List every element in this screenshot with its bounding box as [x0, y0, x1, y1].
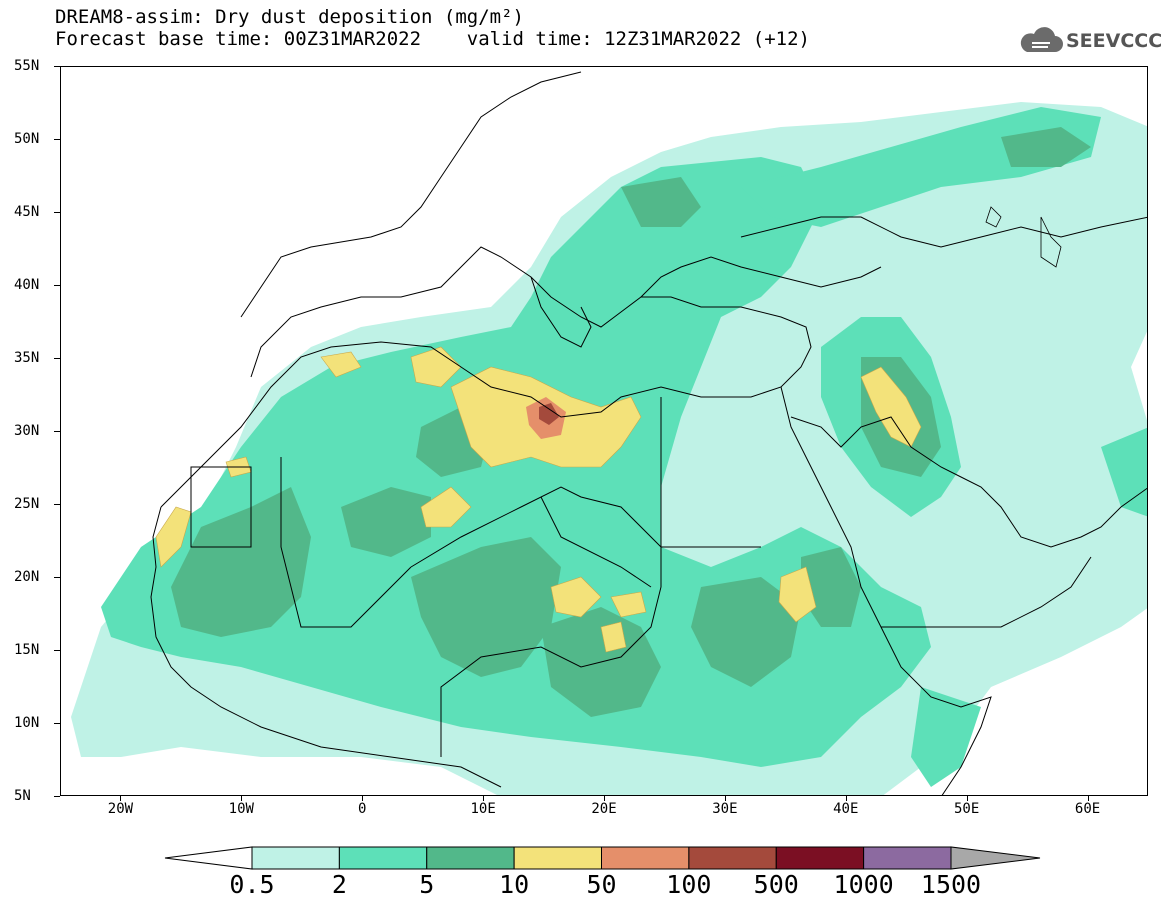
- lat-tick: [54, 66, 60, 67]
- colorbar-level-label: 2: [331, 870, 347, 899]
- colorbar-swatch: [863, 846, 952, 870]
- lat-label: 45N: [14, 204, 40, 220]
- lon-tick: [724, 796, 726, 801]
- chart-title: DREAM8-assim: Dry dust deposition (mg/m²…: [55, 6, 524, 28]
- colorbar-level-label: 1000: [833, 870, 894, 899]
- colorbar-over-triangle: [950, 846, 1041, 870]
- colorbar-level-label: 1500: [920, 870, 982, 899]
- colorbar-level-label: 10: [499, 870, 530, 899]
- lat-tick: [54, 650, 60, 651]
- colorbar-under-triangle: [164, 846, 253, 870]
- lon-label: 50E: [954, 801, 980, 817]
- lon-label: 20W: [107, 801, 134, 817]
- lat-label: 20N: [14, 569, 40, 585]
- lat-label: 5N: [14, 788, 31, 804]
- colorbar-swatch: [338, 846, 428, 870]
- seevccc-logo: SEEVCCC: [1018, 26, 1162, 56]
- lon-tick: [483, 796, 485, 801]
- lon-label: 60E: [1074, 801, 1101, 817]
- lat-label: 55N: [14, 58, 40, 74]
- lon-tick: [120, 796, 122, 801]
- colorbar-swatch: [426, 846, 515, 870]
- lat-label: 40N: [14, 277, 40, 293]
- lat-label: 50N: [14, 131, 40, 147]
- colorbar-level-label: 0.5: [229, 870, 275, 899]
- logo-text: SEEVCCC: [1066, 30, 1163, 52]
- lake-outlines: [985, 206, 1062, 268]
- lat-tick: [54, 212, 60, 213]
- lon-label: 20E: [591, 801, 617, 817]
- colorbar-level-label: 100: [666, 870, 712, 899]
- colorbar-swatch: [601, 846, 690, 870]
- lat-label: 15N: [14, 642, 40, 658]
- lon-tick: [362, 796, 364, 801]
- coastlines: [150, 71, 1147, 795]
- lon-tick: [241, 796, 243, 801]
- lon-label: 10E: [470, 801, 496, 817]
- forecast-time-line: Forecast base time: 00Z31MAR2022 valid t…: [55, 28, 810, 50]
- lat-tick: [54, 796, 60, 797]
- lat-tick: [54, 504, 60, 505]
- lon-label: 0: [358, 801, 367, 817]
- map-area: [60, 66, 1148, 796]
- lon-tick: [845, 796, 847, 801]
- lat-tick: [54, 285, 60, 286]
- lat-tick: [54, 139, 60, 140]
- lat-tick: [54, 723, 60, 724]
- lon-label: 30E: [712, 801, 738, 817]
- lat-label: 25N: [14, 496, 40, 512]
- lat-tick: [54, 358, 60, 359]
- contour-level-100: [539, 403, 559, 425]
- lat-label: 10N: [14, 715, 40, 731]
- lat-tick: [54, 431, 60, 432]
- cloud-icon: [1020, 27, 1063, 52]
- lon-label: 10W: [228, 801, 254, 817]
- colorbar: [164, 846, 1041, 870]
- colorbar-level-label: 500: [753, 870, 799, 899]
- lat-label: 30N: [14, 423, 40, 439]
- colorbar-swatch: [513, 846, 602, 870]
- colorbar-level-label: 50: [586, 870, 617, 899]
- colorbar-swatch: [688, 846, 777, 870]
- colorbar-level-label: 5: [419, 870, 435, 899]
- colorbar-swatch: [251, 846, 340, 870]
- lon-tick: [1087, 796, 1089, 801]
- colorbar-swatch: [775, 846, 865, 870]
- lon-label: 40E: [833, 801, 859, 817]
- lon-tick: [966, 796, 968, 801]
- lat-label: 35N: [14, 350, 40, 366]
- dust-map: [71, 71, 1147, 795]
- lat-tick: [54, 577, 60, 578]
- lon-tick: [604, 796, 605, 801]
